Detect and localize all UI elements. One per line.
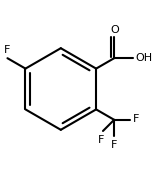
Text: F: F [111,140,117,150]
Text: F: F [4,45,10,55]
Text: OH: OH [136,53,153,63]
Text: F: F [98,135,104,145]
Text: O: O [111,25,119,35]
Text: F: F [132,114,139,124]
